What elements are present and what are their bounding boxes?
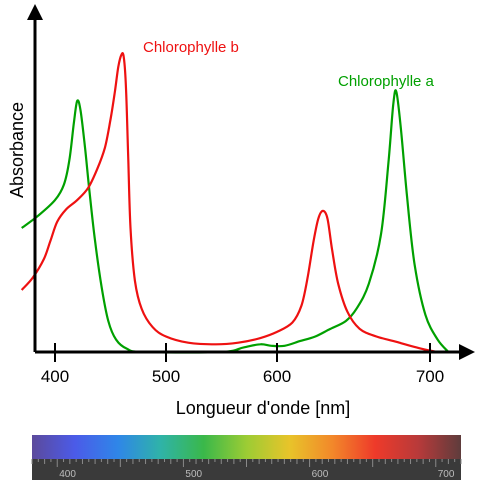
spectrum-tick-label: 400 xyxy=(59,469,76,480)
x-tick-label: 600 xyxy=(263,367,291,386)
y-axis-label: Absorbance xyxy=(7,102,27,198)
x-tick-label: 400 xyxy=(41,367,69,386)
spectrum-tick-label: 700 xyxy=(438,469,455,480)
series-label-chlorophylle-a: Chlorophylle a xyxy=(338,73,435,90)
x-tick-label: 700 xyxy=(416,367,444,386)
spectrum-ticks: 400 500 600 700 xyxy=(31,459,462,480)
spectrum-bottom-band xyxy=(32,459,461,480)
spectrum-tick-label: 600 xyxy=(312,469,329,480)
x-tick-label: 500 xyxy=(152,367,180,386)
x-axis-arrow xyxy=(459,344,475,360)
x-ticks: 400 500 600 700 xyxy=(41,343,444,386)
y-axis-arrow xyxy=(27,4,43,20)
spectrum-gradient-top xyxy=(32,435,461,459)
series-label-chlorophylle-b: Chlorophylle b xyxy=(143,39,239,56)
spectrum-tick-label: 500 xyxy=(185,469,202,480)
x-axis-label: Longueur d'onde [nm] xyxy=(176,398,351,418)
series-line-chlorophylle-a xyxy=(21,89,450,354)
curves-layer xyxy=(20,52,450,354)
spectrum-bar: 400 500 600 700 xyxy=(31,435,462,480)
series-line-chlorophylle-b xyxy=(20,52,438,354)
